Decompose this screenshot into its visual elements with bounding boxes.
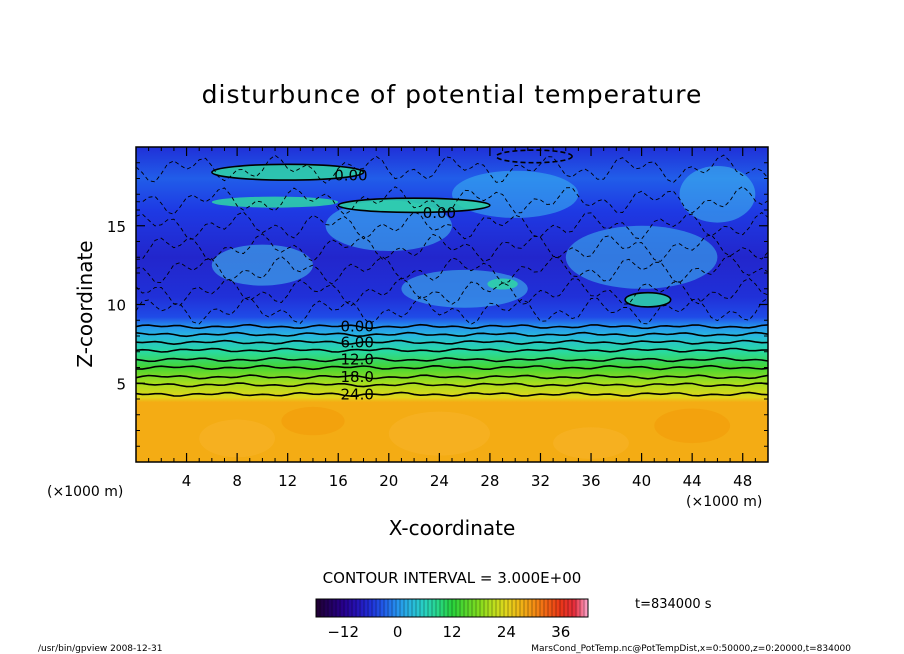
- x-tick-label: 8: [232, 472, 242, 490]
- x-tick-label: 28: [480, 472, 499, 490]
- y-tick-label: 10: [107, 297, 126, 315]
- contour-line: [136, 374, 768, 380]
- texture-blob: [325, 200, 452, 251]
- time-label: t=834000 s: [635, 597, 712, 612]
- texture-blob: [565, 225, 718, 289]
- texture-blob: [281, 406, 345, 436]
- plot-area: [136, 147, 768, 462]
- x-tick-label: 44: [683, 472, 702, 490]
- y-tick-label: 15: [107, 218, 126, 236]
- contour-line-negative: [136, 255, 768, 285]
- contour-loop-negative: [495, 149, 573, 164]
- colorbar-tick-label: −12: [327, 623, 359, 641]
- x-tick-label: 20: [379, 472, 398, 490]
- x-tick-label: 24: [430, 472, 449, 490]
- contour-line: [136, 347, 768, 353]
- contour-label: 0.00: [423, 204, 456, 222]
- contour-interval-label: CONTOUR INTERVAL = 3.000E+00: [323, 569, 582, 587]
- x-axis-unit: (×1000 m): [686, 494, 762, 510]
- contour-loop: [211, 163, 365, 181]
- contour-lines: [136, 149, 768, 397]
- y-axis: 5 10 15: [107, 162, 768, 447]
- texture-blob: [211, 244, 313, 286]
- texture-blob: [654, 408, 731, 444]
- contour-line: [136, 382, 768, 388]
- footer-left: /usr/bin/gpview 2008-12-31: [38, 644, 162, 654]
- warm-patch: [625, 292, 671, 307]
- x-tick-label: 12: [278, 472, 297, 490]
- field-texture: [199, 164, 756, 459]
- contour-line: [136, 391, 768, 397]
- x-tick-label: 16: [329, 472, 348, 490]
- colorbar: −12 0 12 24 36: [315, 598, 589, 641]
- y-axis-title: Z-coordinate: [73, 240, 97, 367]
- contour-line-negative: [136, 277, 768, 307]
- colorbar-tick-label: 12: [442, 623, 461, 641]
- contour-line: [136, 364, 768, 371]
- contour-line: [136, 331, 768, 338]
- texture-blob: [388, 411, 490, 456]
- x-tick-label: 4: [182, 472, 192, 490]
- warm-patch: [211, 196, 339, 208]
- x-tick-label: 48: [733, 472, 752, 490]
- colorbar-ticks: −12 0 12 24 36: [327, 623, 570, 641]
- colorbar-frame: [315, 598, 589, 618]
- colorbar-tick-label: 24: [497, 623, 516, 641]
- colorbar-stripes: [319, 599, 585, 617]
- contour-line: [136, 356, 768, 363]
- contour-line-negative: [136, 154, 768, 184]
- chart-title: disturbunce of potential temperature: [202, 80, 703, 109]
- x-axis-title: X-coordinate: [389, 516, 516, 540]
- contour-loop: [337, 197, 491, 214]
- texture-blob: [199, 419, 275, 458]
- contour-line-negative: [136, 211, 768, 240]
- contour-label: 12.0: [340, 351, 373, 369]
- colorbar-tick-label: 36: [551, 623, 570, 641]
- contour-loop: [624, 291, 672, 308]
- contour-label: 18.0: [340, 368, 373, 386]
- contour-line: [136, 323, 768, 330]
- x-tick-label: 32: [531, 472, 550, 490]
- contour-line-negative: [136, 296, 768, 325]
- contour-line-negative: [136, 185, 768, 216]
- colorbar-tick-label: 0: [393, 623, 403, 641]
- texture-blob: [452, 170, 579, 218]
- x-tick-label: 36: [581, 472, 600, 490]
- contour-label: 0.00: [340, 318, 373, 336]
- contour-label: 24.0: [340, 385, 373, 403]
- contour-label: 0.00: [334, 166, 367, 184]
- texture-blob: [679, 166, 756, 223]
- y-tick-label: 5: [116, 375, 126, 393]
- contour-line: [136, 339, 768, 346]
- texture-blob: [553, 427, 629, 459]
- x-axis: 4 8 12 16 20 24 28 32 36 40 44 48: [148, 147, 756, 490]
- x-tick-label: 40: [632, 472, 651, 490]
- warm-patch: [211, 164, 364, 181]
- warm-patch: [338, 198, 490, 213]
- contour-label: 6.00: [340, 333, 373, 351]
- warm-patch: [487, 278, 518, 290]
- y-axis-unit: (×1000 m): [47, 484, 123, 500]
- footer-right: MarsCond_PotTemp.nc@PotTempDist,x=0:5000…: [531, 644, 851, 654]
